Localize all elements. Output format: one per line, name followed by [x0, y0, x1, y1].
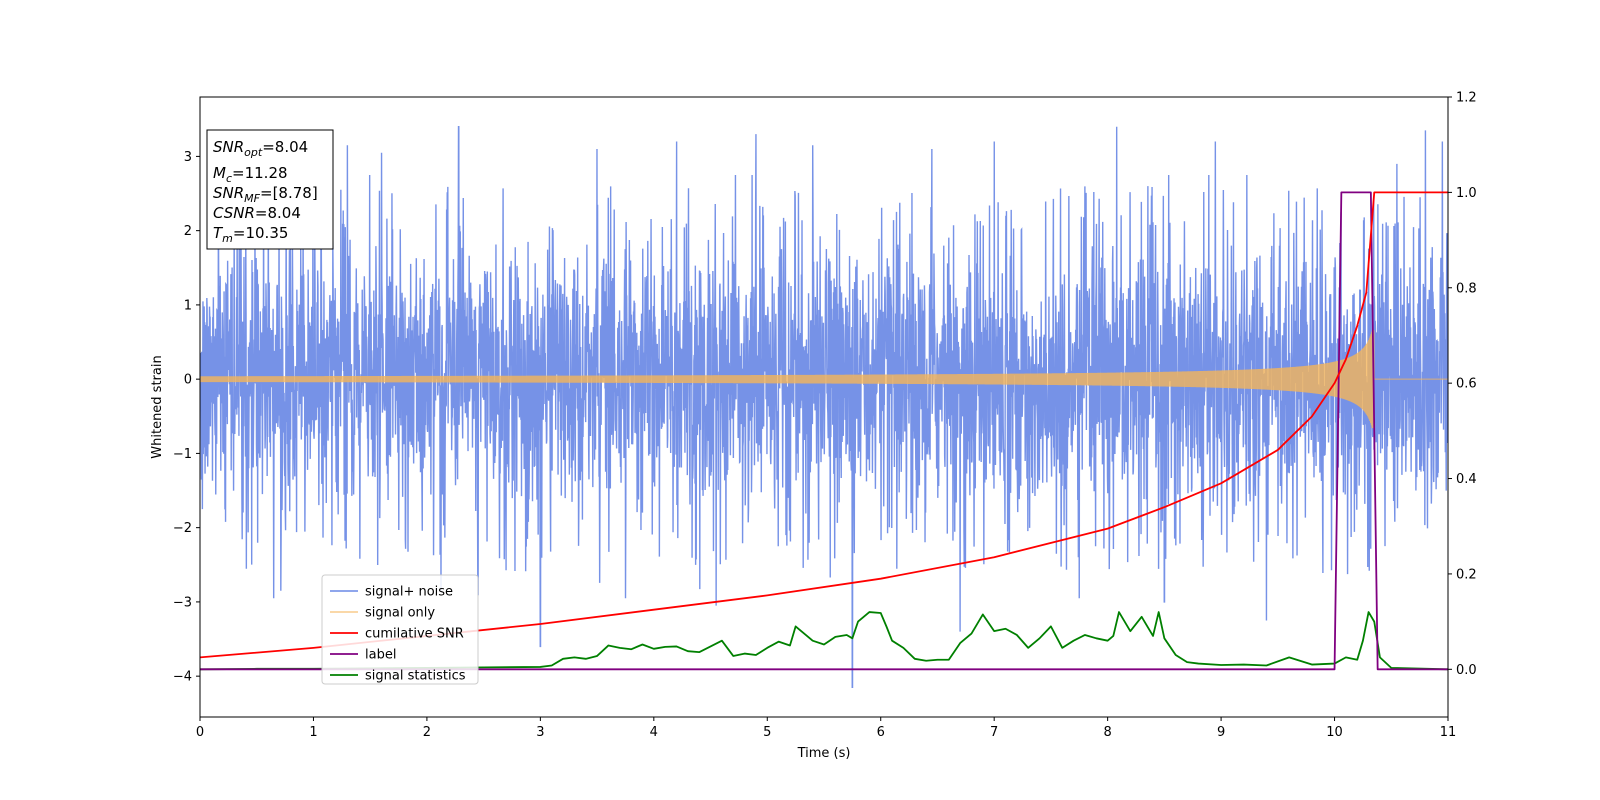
info-line: Mc=11.28: [213, 164, 288, 185]
series-label: [200, 191, 1448, 671]
legend-label: label: [365, 648, 396, 663]
x-tick-label: 8: [1103, 725, 1111, 740]
x-tick-label: 0: [196, 725, 204, 740]
y-left-tick-label: −3: [173, 595, 192, 610]
y-right-tick-label: 0.4: [1456, 472, 1477, 487]
info-box-frame: [206, 129, 334, 250]
legend-label: signal only: [365, 606, 435, 621]
legend-label: signal+ noise: [365, 585, 453, 600]
y-right-tick-label: 0.2: [1456, 567, 1477, 582]
x-axis: 0 1 2 3 4 5 6 7 8 9 10 11: [196, 717, 1456, 740]
x-tick-label: 1: [309, 725, 317, 740]
y-right-tick-label: 1.0: [1456, 186, 1477, 201]
y-axis-left: −4 −3 −2 −1 0 1 2 3: [173, 150, 200, 685]
x-tick-label: 11: [1440, 725, 1457, 740]
y-right-tick-label: 0.0: [1456, 663, 1477, 678]
legend-label: signal statistics: [365, 669, 466, 684]
legend-label: cumilative SNR: [365, 627, 464, 642]
x-tick-label: 9: [1217, 725, 1225, 740]
y-axis-label: Whitened strain: [150, 355, 165, 458]
series-cumulative-snr: [200, 191, 1448, 659]
y-left-tick-label: −2: [173, 521, 192, 536]
y-left-tick-label: −1: [173, 447, 192, 462]
y-right-tick-label: 1.2: [1456, 91, 1477, 106]
y-left-tick-label: 0: [184, 373, 192, 388]
y-right-tick-label: 0.6: [1456, 377, 1477, 392]
x-tick-label: 7: [990, 725, 998, 740]
y-left-tick-label: 1: [184, 298, 192, 313]
y-right-tick-label: 0.8: [1456, 281, 1477, 296]
x-axis-label: Time (s): [797, 746, 851, 761]
y-left-tick-label: 3: [184, 150, 192, 165]
plot-frame: [199, 96, 1449, 718]
x-tick-label: 10: [1326, 725, 1343, 740]
x-tick-label: 5: [763, 725, 771, 740]
x-tick-label: 4: [650, 725, 658, 740]
info-line: CSNR=8.04: [213, 204, 301, 222]
info-line: Tm=10.35: [213, 224, 288, 245]
y-left-tick-label: −4: [173, 670, 192, 685]
series-signal-only: [200, 330, 1448, 429]
info-line: SNRopt=8.04: [213, 138, 308, 159]
x-tick-label: 2: [423, 725, 431, 740]
x-tick-label: 6: [877, 725, 885, 740]
legend-frame: [321, 574, 479, 685]
series-signal-statistics: [200, 611, 1448, 671]
x-tick-label: 3: [536, 725, 544, 740]
plot-area: [200, 126, 1448, 688]
series-signal-noise: [200, 126, 1448, 688]
legend: signal+ noise signal only cumilative SNR la…: [321, 574, 479, 685]
info-box: SNRopt=8.04 Mc=11.28SNRMF=[8.78]CSNR=8.04…: [206, 129, 334, 250]
y-left-tick-label: 2: [184, 224, 192, 239]
info-line: SNRMF=[8.78]: [213, 184, 318, 205]
y-axis-right: 0.0 0.2 0.4 0.6 0.8 1.0 1.2: [1448, 91, 1477, 678]
